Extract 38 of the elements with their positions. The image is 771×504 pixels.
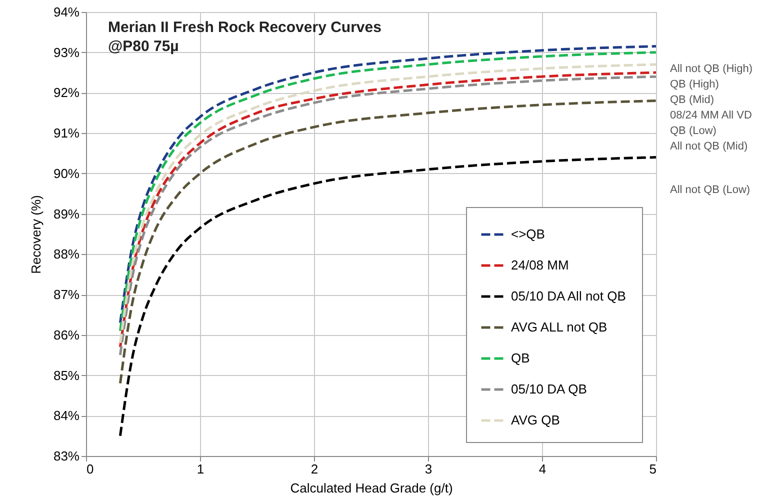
x-tick-label: 4 — [538, 462, 546, 476]
text: All not QB (High) — [670, 63, 753, 75]
text: QB (High) — [670, 78, 719, 90]
y-tick-label: 94% — [53, 4, 80, 20]
y-tick-label: 89% — [53, 206, 80, 222]
legend-label: 05/10 DA QB — [511, 382, 587, 396]
legend-label: 05/10 DA All not QB — [511, 288, 626, 304]
y-tick-label: 86% — [53, 327, 80, 342]
x-tick-label: 1 — [196, 462, 204, 476]
line-series — [118, 156, 656, 438]
y-tick-label: 85% — [53, 368, 80, 383]
y-tick-label: 91% — [53, 126, 80, 141]
y-axis-title: Recovery (%) — [28, 195, 44, 274]
text: Merian II Fresh Rock Recovery Curves — [108, 19, 382, 36]
y-tick-label: 84% — [53, 408, 80, 424]
y-tick-label: 92% — [53, 85, 80, 100]
text: All not QB (Low) — [670, 184, 750, 196]
legend-label: <>QB — [511, 226, 545, 242]
x-tick-label: 2 — [310, 462, 318, 476]
legend-label: AVG QB — [511, 412, 560, 428]
legend-label: AVG ALL not QB — [511, 320, 608, 334]
text: QB (Mid) — [670, 94, 714, 106]
legend-label: 24/08 MM — [511, 258, 569, 272]
y-tick-label: 93% — [53, 44, 80, 60]
x-tick-label: 5 — [649, 462, 656, 476]
text: All not QB (Mid) — [670, 140, 748, 152]
text: 08/24 MM All VD — [670, 110, 752, 122]
y-tick-label: 87% — [53, 287, 80, 302]
x-axis-title: Calculated Head Grade (g/t) — [290, 480, 453, 496]
y-tick-label: 83% — [53, 448, 80, 464]
line-series — [118, 100, 656, 385]
legend-label: QB — [511, 350, 530, 366]
x-tick-label: 0 — [86, 462, 94, 476]
y-tick-label: 88% — [53, 246, 80, 262]
x-tick-label: 3 — [424, 462, 432, 476]
text: @P80 75µ — [108, 38, 179, 55]
y-tick-label: 90% — [53, 166, 80, 181]
text: QB (Low) — [670, 125, 716, 137]
